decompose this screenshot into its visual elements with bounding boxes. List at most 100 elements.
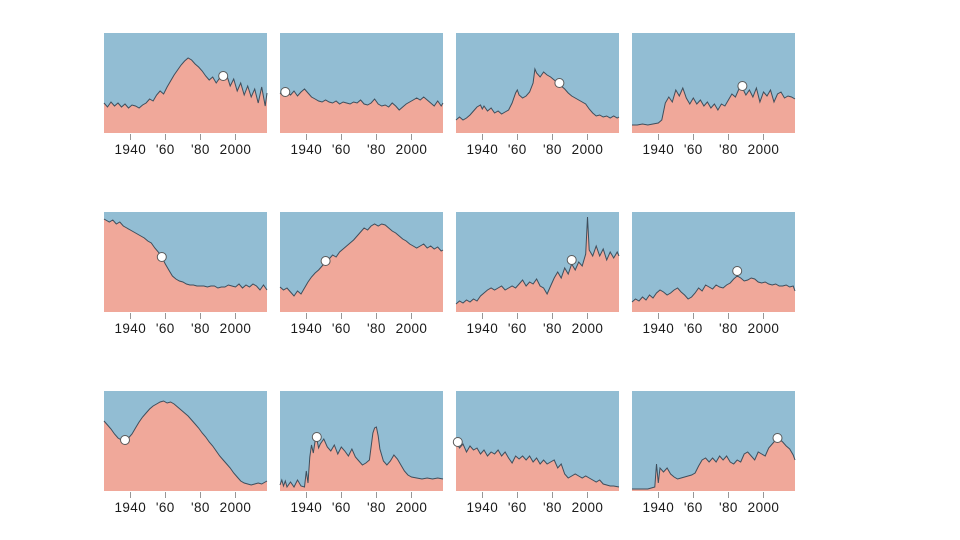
area-fill — [632, 88, 795, 133]
x-tick-label: '60 — [331, 321, 351, 336]
trend-line — [632, 438, 796, 490]
highlight-marker — [320, 256, 331, 266]
x-tick-mark — [199, 134, 201, 140]
area-chart — [452, 391, 620, 491]
x-tick-label: 1940 — [114, 500, 147, 515]
x-tick-label: '60 — [507, 500, 527, 515]
x-tick-label: '80 — [366, 321, 386, 336]
x-tick-mark — [235, 492, 236, 498]
x-tick-label: '60 — [507, 321, 527, 336]
x-tick-label: 1940 — [466, 321, 499, 336]
x-axis: 1940 '60 '80 2000 — [456, 312, 619, 344]
x-axis: 1940 '60 '80 2000 — [280, 491, 443, 523]
highlight-marker — [732, 266, 743, 276]
x-tick-mark — [305, 134, 307, 140]
area-fill — [632, 276, 795, 312]
x-tick-label: '80 — [366, 500, 386, 515]
x-tick-label: '80 — [542, 142, 562, 157]
x-tick-mark — [375, 134, 377, 140]
x-tick-label: '60 — [683, 321, 703, 336]
x-tick-mark — [235, 134, 236, 140]
x-tick-label: 1940 — [642, 321, 675, 336]
x-tick-label: 2000 — [747, 500, 780, 515]
highlight-marker — [737, 81, 748, 91]
area-chart — [455, 212, 620, 312]
highlight-marker — [772, 433, 783, 443]
x-tick-mark — [129, 134, 131, 140]
area-chart-panel-9: 1940 '60 '80 2000 — [103, 391, 268, 523]
x-tick-mark — [411, 313, 412, 319]
x-tick-mark — [657, 492, 659, 498]
highlight-marker — [156, 252, 167, 262]
x-tick-mark — [763, 492, 764, 498]
x-tick-mark — [727, 134, 729, 140]
x-tick-label: 2000 — [219, 321, 252, 336]
area-fill — [104, 401, 267, 491]
x-tick-mark — [340, 313, 342, 319]
x-tick-label: '80 — [718, 500, 738, 515]
x-tick-mark — [375, 492, 377, 498]
x-tick-label: 2000 — [747, 321, 780, 336]
x-tick-mark — [763, 134, 764, 140]
x-tick-label: 1940 — [290, 321, 323, 336]
x-tick-mark — [587, 313, 588, 319]
area-fill — [104, 219, 267, 312]
highlight-marker — [452, 437, 463, 447]
x-tick-mark — [551, 313, 553, 319]
highlight-marker — [280, 87, 291, 97]
x-tick-mark — [727, 313, 729, 319]
x-tick-label: '60 — [331, 500, 351, 515]
x-tick-mark — [657, 313, 659, 319]
x-tick-label: 1940 — [114, 321, 147, 336]
x-tick-label: 1940 — [642, 142, 675, 157]
x-tick-label: '60 — [507, 142, 527, 157]
x-tick-mark — [375, 313, 377, 319]
x-tick-label: 1940 — [466, 142, 499, 157]
x-tick-mark — [481, 492, 483, 498]
x-tick-label: '60 — [155, 500, 175, 515]
x-tick-label: '80 — [190, 321, 210, 336]
area-chart-panel-1: 1940 '60 '80 2000 — [103, 33, 268, 165]
x-axis: 1940 '60 '80 2000 — [632, 133, 795, 165]
x-tick-mark — [164, 492, 166, 498]
area-chart-panel-5: 1940 '60 '80 2000 — [103, 212, 268, 344]
area-chart-panel-3: 1940 '60 '80 2000 — [455, 33, 620, 165]
x-tick-label: '60 — [155, 321, 175, 336]
x-tick-mark — [199, 492, 201, 498]
x-tick-mark — [551, 492, 553, 498]
x-tick-label: '80 — [718, 142, 738, 157]
trend-line — [455, 216, 620, 305]
area-chart — [279, 33, 444, 133]
x-tick-label: '80 — [718, 321, 738, 336]
highlight-marker — [554, 78, 565, 88]
trend-line — [631, 275, 796, 303]
x-axis: 1940 '60 '80 2000 — [104, 133, 267, 165]
x-tick-mark — [587, 134, 588, 140]
x-tick-label: '60 — [683, 142, 703, 157]
trend-line — [103, 57, 268, 109]
x-tick-mark — [763, 313, 764, 319]
x-axis: 1940 '60 '80 2000 — [104, 491, 267, 523]
area-chart — [103, 212, 268, 312]
x-tick-mark — [551, 134, 553, 140]
x-tick-mark — [481, 313, 483, 319]
highlight-marker — [566, 255, 577, 265]
area-fill — [456, 217, 619, 312]
x-axis: 1940 '60 '80 2000 — [104, 312, 267, 344]
highlight-marker — [120, 435, 130, 445]
x-tick-mark — [305, 492, 307, 498]
x-tick-mark — [235, 313, 236, 319]
x-tick-mark — [692, 492, 694, 498]
x-tick-label: 1940 — [290, 142, 323, 157]
x-axis: 1940 '60 '80 2000 — [456, 491, 619, 523]
area-chart — [279, 212, 444, 312]
x-tick-label: 1940 — [466, 500, 499, 515]
trend-line — [455, 67, 620, 121]
x-tick-label: 2000 — [395, 500, 428, 515]
highlight-marker — [218, 71, 229, 81]
x-tick-mark — [692, 313, 694, 319]
x-tick-label: '80 — [190, 500, 210, 515]
area-chart — [632, 391, 796, 491]
trend-line — [279, 223, 444, 297]
area-chart — [632, 33, 796, 133]
